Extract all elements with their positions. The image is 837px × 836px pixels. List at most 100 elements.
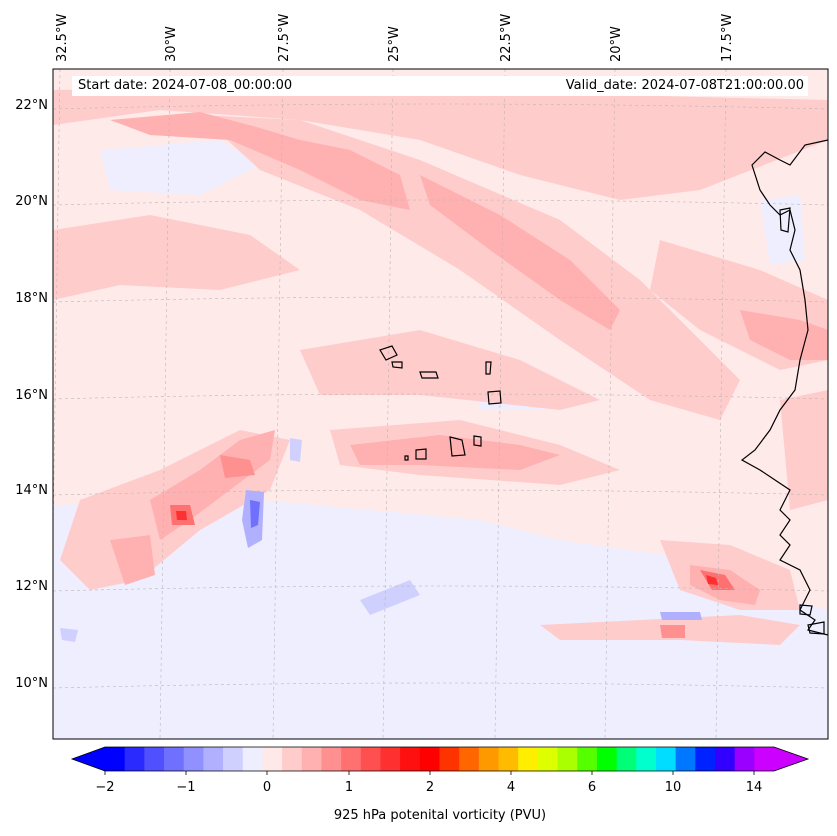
- colorbar-tick-label: 10: [664, 780, 682, 795]
- colorbar-swatch: [518, 747, 539, 771]
- parallel-line: [53, 393, 828, 400]
- colorbar-label: 925 hPa potenital vorticity (PVU): [333, 808, 547, 823]
- pv-negative-core: [290, 438, 302, 462]
- island: [415, 448, 427, 460]
- pv-positive-band: [53, 85, 828, 200]
- pv-core: [350, 435, 560, 470]
- colorbar-swatch: [262, 747, 283, 771]
- colorbar-swatch: [596, 747, 618, 771]
- colorbar-over-arrow: [774, 747, 808, 771]
- island: [404, 455, 409, 461]
- pv-negative-core: [250, 500, 260, 528]
- parallel-line: [53, 585, 828, 592]
- colorbar-tick-label: 4: [506, 780, 516, 795]
- colorbar-swatch: [439, 747, 460, 771]
- lat-label: 10°N: [15, 676, 48, 691]
- colorbar-swatch: [124, 747, 145, 771]
- colorbar-swatch: [400, 747, 421, 771]
- colorbar-swatch: [321, 747, 342, 771]
- pv-core: [706, 575, 718, 585]
- lat-label: 20°N: [15, 194, 48, 209]
- island: [379, 345, 398, 361]
- colorbar-swatch: [459, 747, 480, 771]
- lon-label: 25°W: [387, 26, 402, 62]
- meridian-line: [272, 69, 284, 739]
- parallel-line: [53, 296, 828, 303]
- lon-label: 27.5°W: [277, 13, 292, 62]
- island: [473, 435, 482, 447]
- colorbar-tick-label: 1: [344, 780, 354, 795]
- lat-label: 18°N: [15, 291, 48, 306]
- parallel-line: [53, 682, 828, 689]
- colorbar-swatch: [203, 747, 224, 771]
- colorbar-swatch: [380, 747, 401, 771]
- colorbar-tick-label: −1: [176, 780, 196, 795]
- colorbar-tick-label: 6: [587, 780, 597, 795]
- colorbar: [70, 746, 810, 775]
- island: [419, 371, 439, 379]
- parallel-line: [53, 103, 828, 110]
- meridian-line: [382, 69, 394, 739]
- lat-label: 14°N: [15, 483, 48, 498]
- lon-label: 30°W: [164, 26, 179, 62]
- island: [807, 621, 825, 635]
- colorbar-swatch: [282, 747, 303, 771]
- map-frame: [52, 68, 829, 740]
- colorbar-tick-label: 2: [425, 780, 435, 795]
- colorbar-swatch: [636, 747, 657, 771]
- colorbar-tick-label: −2: [95, 780, 115, 795]
- pv-core: [420, 175, 620, 330]
- colorbar-swatch: [734, 747, 755, 771]
- pv-core: [176, 511, 187, 520]
- pv-core: [740, 310, 828, 360]
- colorbar-swatch: [537, 747, 559, 771]
- colorbar-under-arrow: [72, 747, 105, 771]
- lon-label: 22.5°W: [499, 13, 514, 62]
- pv-core: [110, 535, 155, 585]
- colorbar-swatch: [675, 747, 696, 771]
- lat-label: 16°N: [15, 388, 48, 403]
- africa-coastline: [740, 139, 828, 636]
- pv-negative-core: [360, 580, 420, 615]
- pv-core: [660, 625, 685, 638]
- pv-core: [220, 455, 255, 478]
- colorbar-swatch: [144, 747, 165, 771]
- pv-negative-region: [100, 140, 260, 195]
- lon-label: 20°W: [609, 26, 624, 62]
- colorbar-swatch: [616, 747, 637, 771]
- meridian-line: [494, 69, 506, 739]
- colorbar-swatch: [478, 747, 500, 771]
- colorbar-swatch: [498, 747, 519, 771]
- colorbar-swatch: [419, 747, 441, 771]
- pv-negative-region: [53, 500, 828, 739]
- colorbar-swatch: [360, 747, 382, 771]
- colorbar-swatch: [754, 747, 775, 771]
- pv-contours: [53, 85, 828, 739]
- colorbar-swatch: [301, 747, 323, 771]
- pv-negative-core: [60, 628, 78, 642]
- colorbar-swatch: [341, 747, 362, 771]
- island: [485, 361, 492, 375]
- colorbar-tick-label: 0: [262, 780, 272, 795]
- pv-core: [110, 112, 410, 210]
- colorbar-swatch: [695, 747, 716, 771]
- parallel-line: [53, 199, 828, 206]
- lon-label: 32.5°W: [55, 13, 70, 62]
- colorbar-swatch: [655, 747, 677, 771]
- start-date-label: Start date: 2024-07-08_00:00:00: [72, 76, 316, 96]
- pv-positive-band: [300, 330, 600, 410]
- lat-label: 22°N: [15, 98, 48, 113]
- lat-label: 12°N: [15, 579, 48, 594]
- meridian-line: [604, 69, 616, 739]
- lon-label: 17.5°W: [720, 13, 735, 62]
- island: [487, 390, 502, 405]
- colorbar-swatch: [577, 747, 598, 771]
- colorbar-swatch: [242, 747, 264, 771]
- pv-core: [700, 570, 735, 590]
- pv-positive-band: [53, 215, 300, 300]
- island: [449, 436, 466, 457]
- parallel-line: [53, 489, 828, 496]
- colorbar-tick-label: 14: [745, 780, 763, 795]
